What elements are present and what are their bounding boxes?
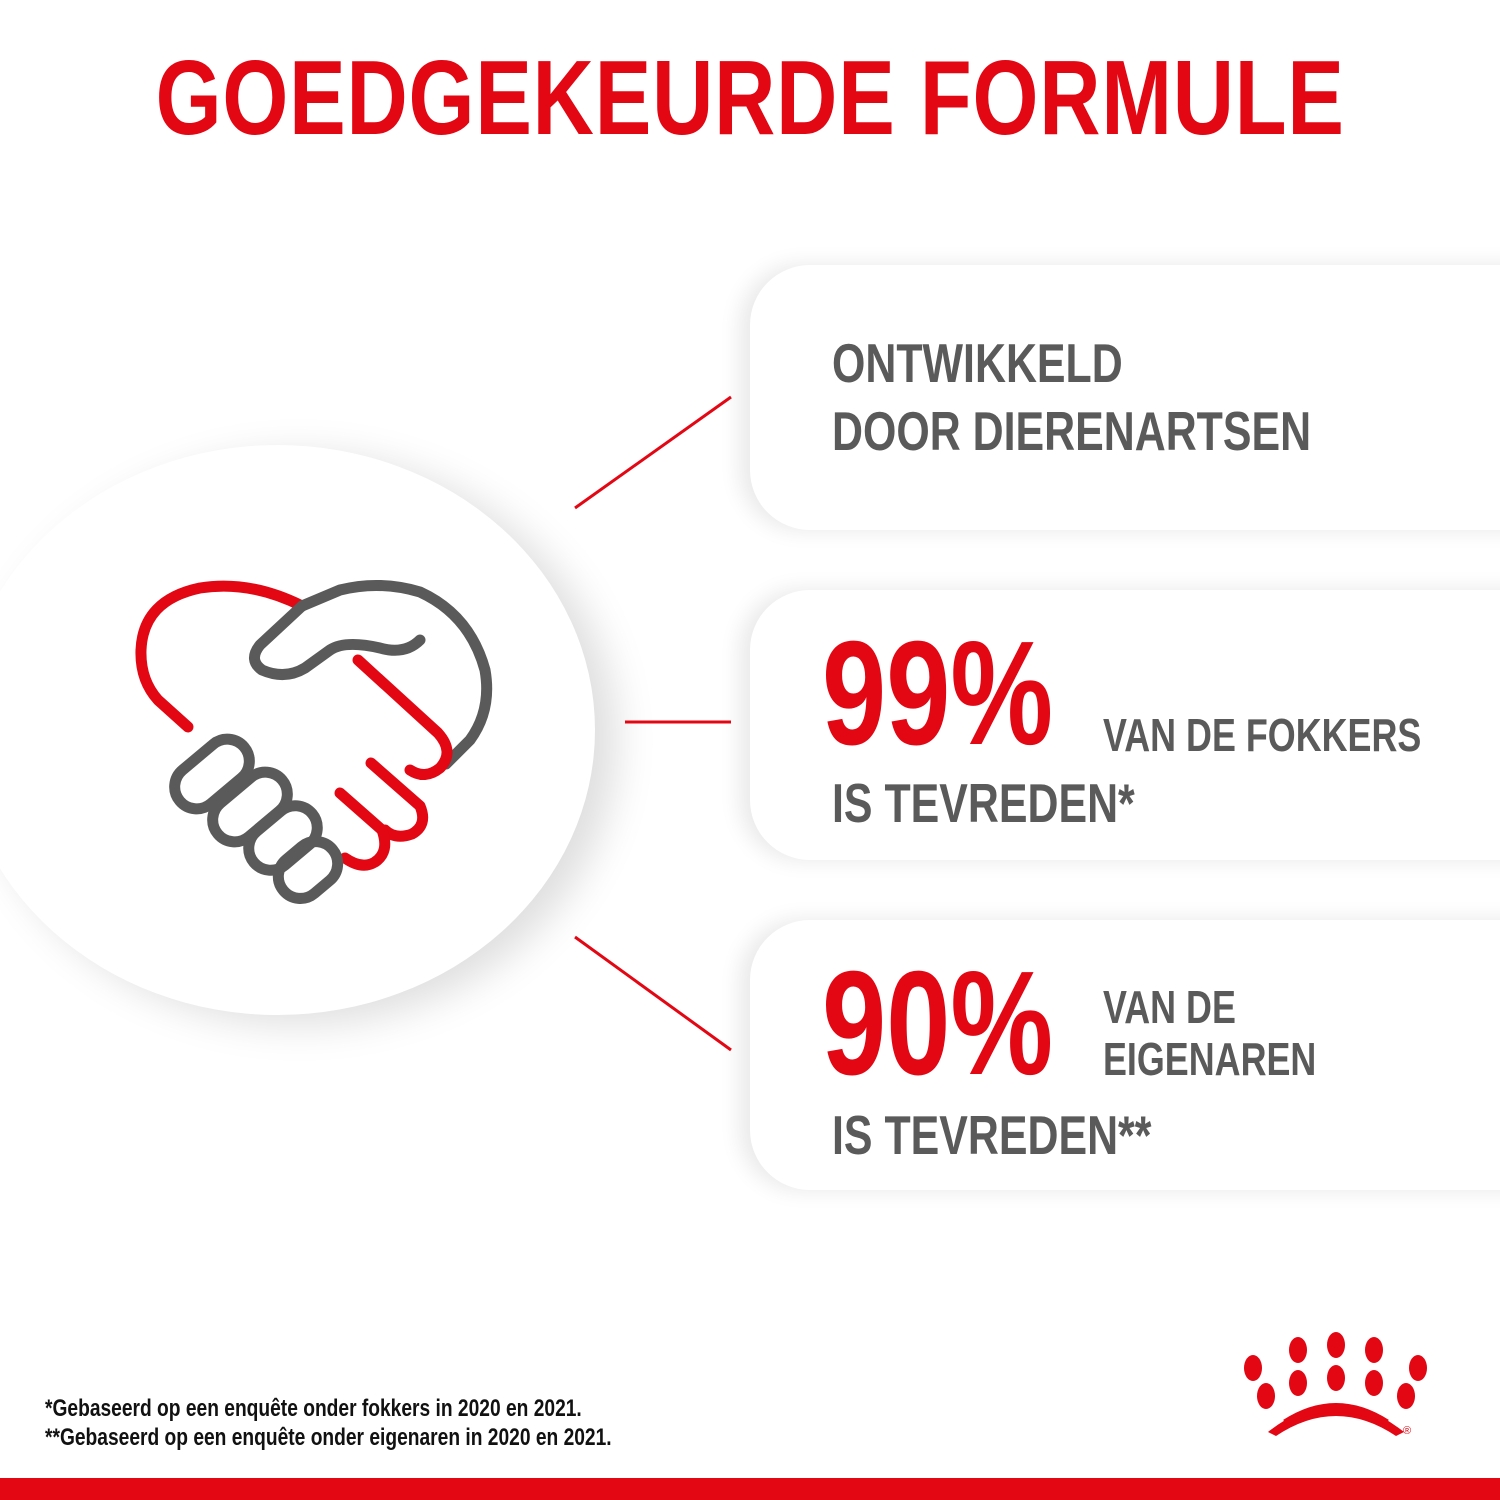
icon-circle (0, 445, 595, 1015)
card-vets-text: ONTWIKKELD DOOR DIERENARTSEN (832, 332, 1312, 462)
breeders-percent: 99% (822, 611, 1054, 776)
owners-percent: 90% (822, 941, 1054, 1106)
card-owners (750, 920, 1500, 1190)
owners-satisfied: IS TEVREDEN** (832, 1104, 1152, 1166)
connector-line-top (574, 395, 732, 510)
footnote-1: *Gebaseerd op een enquête onder fokkers … (45, 1395, 582, 1422)
connector-lines (574, 395, 732, 1052)
connector-line-bottom (574, 935, 732, 1052)
footnotes: *Gebaseerd op een enquête onder fokkers … (45, 1394, 753, 1452)
royal-canin-crown-logo (1244, 1332, 1427, 1436)
footnote-2: **Gebaseerd op een enquête onder eigenar… (45, 1424, 612, 1451)
card-breeders (750, 590, 1500, 860)
owners-label-2: EIGENAREN (1103, 1033, 1317, 1085)
breeders-label: VAN DE FOKKERS (1103, 709, 1422, 761)
owners-label-1: VAN DE (1103, 981, 1236, 1033)
bottom-brand-bar (0, 1478, 1500, 1500)
registered-mark: ® (1403, 1425, 1412, 1437)
card-vets (750, 265, 1500, 530)
page-title: GOEDGEKEURDE FORMULE (155, 39, 1345, 157)
breeders-satisfied: IS TEVREDEN* (832, 772, 1135, 834)
handshake-heart-icon (135, 580, 493, 904)
